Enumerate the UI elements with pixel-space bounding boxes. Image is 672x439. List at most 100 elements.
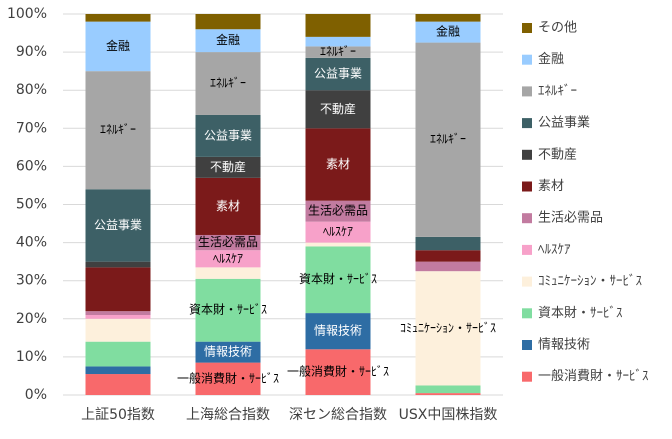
bar-segment	[85, 318, 151, 342]
x-tick-label: 上証50指数	[81, 407, 155, 423]
bar-segment	[415, 385, 481, 394]
bar-segment	[85, 341, 151, 367]
legend-swatch	[522, 276, 532, 287]
legend-label: 金融	[538, 51, 564, 67]
bar-segment	[305, 128, 371, 201]
bar-segment	[195, 341, 261, 363]
bar-segment	[305, 313, 371, 350]
segment-label: ｴﾈﾙｷﾞｰ	[210, 76, 246, 90]
segment-label: 情報技術	[204, 345, 252, 359]
bar-segment	[195, 278, 261, 342]
y-tick-label: 100%	[7, 6, 47, 22]
legend-label: 公益事業	[538, 115, 590, 131]
segment-label: 資本財・ｻｰﾋﾞｽ	[299, 271, 377, 286]
segment-label: 金融	[106, 38, 130, 53]
bar-segment	[85, 14, 151, 22]
bar-segment	[195, 114, 261, 157]
bar-segment	[415, 261, 481, 272]
legend-label: ﾍﾙｽｹｱ	[538, 242, 571, 257]
bar-segment	[415, 271, 481, 386]
segment-label: 金融	[216, 32, 240, 47]
bar-segment	[195, 14, 261, 30]
legend-swatch	[522, 244, 532, 255]
bar-segment	[415, 393, 481, 395]
segment-label: 公益事業	[94, 218, 142, 232]
segment-label: ｺﾐｭﾆｹｰｼｮﾝ・ｻｰﾋﾞｽ	[400, 321, 496, 335]
segment-label: 素材	[326, 157, 350, 171]
segment-label: 一般消費財・ｻｰﾋﾞｽ	[177, 370, 279, 385]
segment-label: 一般消費財・ｻｰﾋﾞｽ	[287, 364, 389, 379]
legend-label: ｺﾐｭﾆｹｰｼｮﾝ・ｻｰﾋﾞｽ	[538, 274, 643, 289]
legend-label: 生活必需品	[538, 211, 603, 226]
segment-label: ｴﾈﾙｷﾞｰ	[100, 123, 136, 137]
segment-label: 資本財・ｻｰﾋﾞｽ	[189, 302, 267, 317]
x-tick-label: USX中国株指数	[399, 407, 498, 423]
segment-label: 不動産	[320, 101, 356, 116]
bar-segment	[85, 267, 151, 312]
bar-segment	[85, 71, 151, 190]
segment-label: ｴﾈﾙｷﾞｰ	[430, 132, 466, 146]
bar-segment	[195, 177, 261, 235]
bar-segment	[85, 21, 151, 72]
bar-segment	[305, 90, 371, 129]
bar-segment	[305, 349, 371, 395]
bar-segment	[305, 14, 371, 37]
legend-swatch	[522, 86, 532, 97]
bar-segment	[195, 234, 261, 251]
bar-segment	[195, 52, 261, 115]
legend-swatch	[522, 181, 532, 192]
y-tick-label: 60%	[16, 158, 47, 174]
x-tick-label: 深セン総合指数	[289, 407, 387, 423]
legend-swatch	[522, 23, 532, 33]
segment-label: 金融	[436, 24, 460, 39]
bar-segment	[195, 250, 261, 268]
legend-label: ｴﾈﾙｷﾞｰ	[538, 84, 577, 99]
bar-segment	[195, 362, 261, 395]
legend-swatch	[522, 149, 532, 160]
legend-swatch	[522, 371, 532, 382]
segment-label: 生活必需品	[198, 235, 258, 249]
bar-segment	[85, 189, 151, 262]
bar-segment	[305, 242, 371, 247]
bar-segment	[305, 246, 371, 314]
bar-segment	[415, 42, 481, 237]
y-tick-label: 80%	[16, 82, 47, 98]
bar-segment	[305, 46, 371, 58]
y-tick-label: 50%	[16, 197, 47, 213]
y-tick-label: 90%	[16, 44, 47, 60]
bar-segment	[85, 261, 151, 268]
y-tick-label: 70%	[16, 120, 47, 136]
bar-segment	[415, 236, 481, 251]
bar-segment	[415, 250, 481, 262]
bar-segment	[195, 267, 261, 279]
bar-segment	[415, 14, 481, 22]
y-tick-label: 0%	[25, 387, 47, 403]
y-tick-label: 10%	[16, 349, 47, 365]
x-tick-label: 上海総合指数	[186, 407, 270, 423]
y-tick-label: 20%	[16, 311, 47, 327]
bar-segment	[85, 311, 151, 315]
segment-label: 不動産	[210, 159, 246, 174]
bar-segment	[305, 221, 371, 243]
legend-label: 情報技術	[538, 338, 590, 353]
bar-segment	[85, 366, 151, 375]
segment-label: 情報技術	[314, 324, 362, 338]
bar-segment	[305, 36, 371, 47]
segment-label: 公益事業	[314, 67, 362, 81]
legend-swatch	[522, 340, 532, 350]
legend-label: 素材	[538, 179, 564, 194]
legend-swatch	[522, 308, 532, 319]
bar-segment	[195, 29, 261, 53]
segment-label: 生活必需品	[308, 204, 368, 218]
bar-segment	[195, 156, 261, 178]
bar-segment	[415, 21, 481, 43]
legend-label: その他	[538, 21, 577, 36]
segment-label: ﾍﾙｽｹｱ	[213, 251, 243, 265]
y-tick-label: 40%	[16, 235, 47, 251]
axes: 0% 10% 20% 30% 40% 50% 60% 70% 80% 90% 100% 上証50指数 上…	[7, 6, 497, 423]
segment-label: ｴﾈﾙｷﾞｰ	[320, 45, 356, 59]
y-tick-label: 30%	[16, 273, 47, 289]
segment-label: 公益事業	[204, 128, 252, 142]
